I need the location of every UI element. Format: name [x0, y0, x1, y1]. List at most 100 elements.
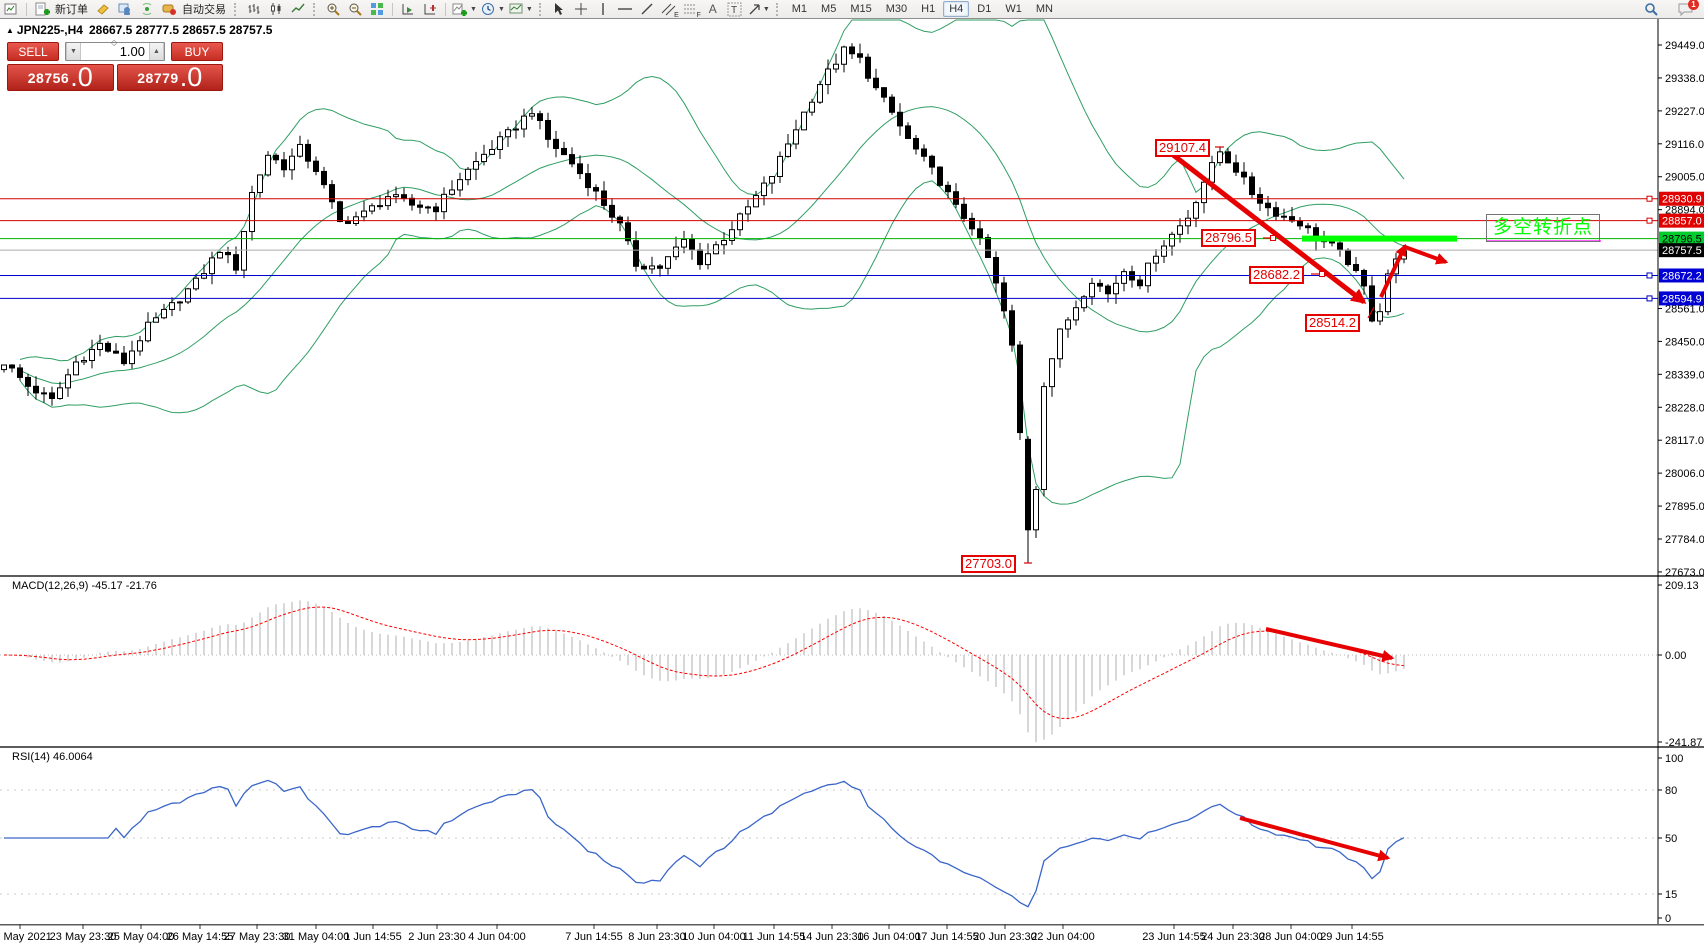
horizontal-line-icon[interactable]	[615, 0, 635, 18]
candle-chart-mode-icon[interactable]	[266, 0, 286, 18]
price-flag[interactable]: 28796.5	[1201, 229, 1256, 247]
text-icon[interactable]: A	[708, 2, 717, 16]
trend-arrow[interactable]	[1166, 149, 1367, 304]
tab-m30[interactable]: M30	[885, 3, 908, 15]
line-handle[interactable]	[1646, 217, 1653, 224]
price-badge	[1659, 191, 1704, 206]
periods-icon[interactable]: ▼	[480, 0, 506, 18]
signals-icon[interactable]	[137, 0, 157, 18]
line-handle[interactable]	[1646, 195, 1653, 202]
buy-price-panel[interactable]: 28779 .0	[116, 64, 223, 91]
candle	[649, 265, 655, 270]
tab-m5[interactable]: M5	[821, 3, 837, 15]
time-axis-label: 8 Jun 23:30	[628, 931, 686, 943]
price-badge	[1659, 231, 1704, 246]
market-watch-icon[interactable]	[115, 0, 135, 18]
tile-windows-icon[interactable]	[367, 0, 387, 18]
highlight-bar[interactable]	[1302, 235, 1457, 242]
trendline-icon[interactable]	[637, 0, 657, 18]
price-flag[interactable]: 28514.2	[1305, 314, 1360, 332]
chart-title-bar: ▲ JPN225-,H4 28667.5 28777.5 28657.5 28757…	[6, 23, 272, 37]
candle	[1097, 282, 1103, 287]
tab-h1[interactable]: H1	[921, 3, 936, 15]
candle-wicks	[3, 43, 1405, 563]
text-note[interactable]: 多空转折点	[1486, 214, 1600, 242]
collapse-icon[interactable]: ▲	[6, 26, 14, 35]
channel-icon[interactable]: E	[659, 0, 679, 19]
rsi-tick-label: 100	[1665, 753, 1683, 765]
arrows-shapes-icon[interactable]: ▼	[747, 0, 771, 18]
panel-separator[interactable]	[0, 746, 1704, 748]
line-handle[interactable]	[1646, 295, 1653, 302]
crosshair-icon[interactable]	[571, 0, 591, 18]
price-flag[interactable]: 29107.4	[1155, 139, 1210, 157]
chat-icon[interactable]: 1	[1676, 0, 1699, 18]
indicators-add-icon[interactable]: ▼	[451, 0, 478, 18]
price-flag[interactable]: 27703.0	[961, 555, 1016, 573]
new-order-icon[interactable]	[32, 0, 52, 18]
candle	[809, 101, 815, 113]
time-axis-label: 11 Jun 14:55	[743, 931, 806, 943]
trend-arrow[interactable]	[1404, 245, 1449, 265]
candle	[1241, 171, 1247, 178]
candle	[1025, 438, 1031, 531]
candle	[153, 317, 159, 323]
tab-d1[interactable]: D1	[977, 3, 992, 15]
candle	[337, 201, 343, 222]
metaeditor-icon[interactable]	[93, 0, 113, 18]
candle	[433, 206, 439, 213]
auto-scroll-icon[interactable]	[398, 0, 418, 18]
flag-handle[interactable]	[1270, 235, 1276, 241]
candle	[857, 53, 863, 58]
candle	[601, 190, 607, 206]
price-badge	[1659, 268, 1704, 283]
new-order-label[interactable]: 新订单	[55, 4, 88, 16]
zoom-in-icon[interactable]	[323, 0, 343, 18]
new-chart-icon[interactable]	[1, 0, 21, 18]
fibonacci-icon[interactable]: F	[681, 0, 701, 19]
candle	[89, 348, 95, 362]
candle	[1273, 207, 1279, 217]
search-icon[interactable]	[1641, 0, 1661, 18]
line-chart-mode-icon[interactable]	[288, 0, 308, 18]
macd-tick-label: 209.13	[1665, 580, 1699, 592]
candle	[209, 257, 215, 275]
time-axis-label: 22 Jun 04:00	[1031, 931, 1095, 943]
time-axis-label: 4 Jun 04:00	[468, 931, 526, 943]
flag-handle[interactable]	[1319, 271, 1325, 277]
volume-input[interactable]: 1.00	[119, 44, 145, 59]
sell-price-panel[interactable]: 28756 .0	[7, 64, 114, 91]
cursor-icon[interactable]	[549, 0, 569, 18]
zoom-out-icon[interactable]	[345, 0, 365, 18]
buy-button[interactable]: BUY	[171, 42, 223, 61]
tab-m15[interactable]: M15	[850, 3, 872, 15]
candle	[617, 216, 623, 224]
tab-w1[interactable]: W1	[1005, 3, 1022, 15]
tab-h4[interactable]: H4	[943, 1, 970, 17]
trend-arrow[interactable]	[1265, 627, 1395, 662]
vertical-line-icon[interactable]	[593, 0, 613, 18]
tab-mn[interactable]: MN	[1035, 3, 1053, 15]
price-flag[interactable]: 28682.2	[1249, 266, 1304, 284]
panel-separator[interactable]	[0, 924, 1704, 926]
templates-icon[interactable]: ▼	[508, 0, 534, 18]
candle	[1041, 386, 1047, 491]
chart-shift-icon[interactable]	[420, 0, 440, 18]
autotrading-icon[interactable]	[159, 0, 179, 18]
tab-m1[interactable]: M1	[791, 3, 808, 15]
panel-handle-icon[interactable]: ◇	[111, 38, 118, 47]
trend-arrow[interactable]	[1379, 243, 1407, 298]
candle	[1185, 217, 1191, 227]
candle	[385, 196, 391, 207]
bar-chart-mode-icon[interactable]	[244, 0, 264, 18]
autotrading-label[interactable]: 自动交易	[182, 4, 226, 16]
trend-arrow[interactable]	[1239, 816, 1391, 862]
sell-button[interactable]: SELL	[7, 42, 59, 61]
ohlc-values: 28667.5 28777.5 28657.5 28757.5	[88, 23, 273, 37]
volume-increase-button[interactable]: ▲	[149, 43, 164, 60]
volume-decrease-button[interactable]: ▼	[66, 43, 81, 60]
line-handle[interactable]	[1646, 272, 1653, 279]
text-label-icon[interactable]: T	[725, 0, 745, 18]
panel-separator[interactable]	[0, 575, 1704, 577]
